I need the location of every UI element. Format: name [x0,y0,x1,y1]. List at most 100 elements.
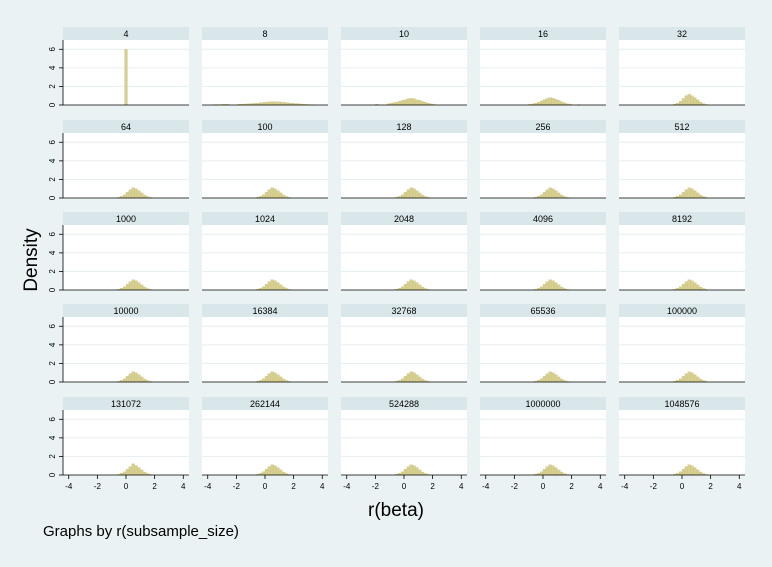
histogram-bar [279,376,283,383]
panel-title: 1000 [116,214,136,224]
histogram-bar [406,373,410,383]
panel-title: 4096 [533,214,553,224]
histogram-bar [137,374,141,383]
panel-header [619,304,745,317]
panel-header [341,304,467,317]
histogram-bar [560,194,564,199]
histogram-bar [418,192,422,199]
histogram-bar [537,102,541,106]
panel-plot-area [63,410,189,475]
histogram-bar [409,464,413,476]
histogram-bar [560,286,564,291]
histogram-bar [681,376,686,383]
x-tick-label: 0 [124,482,129,491]
histogram-bar [122,286,127,291]
histogram-bar [542,284,547,291]
histogram-bar [143,194,147,199]
histogram-bar [699,286,703,291]
panel-header [63,304,189,317]
histogram-bar [403,376,408,383]
histogram-bar [406,189,410,199]
histogram-bar [267,189,271,199]
panel-header [480,27,606,40]
histogram-bar [560,471,564,476]
histogram-bar [131,279,135,291]
histogram-bar [687,187,691,199]
panel-header [619,27,745,40]
histogram-bar [678,471,683,476]
histogram-bar [693,282,697,291]
histogram-bar [554,467,558,476]
panel-header [619,120,745,133]
x-tick-label: 0 [680,482,685,491]
panel-title: 1024 [255,214,275,224]
histogram-bar [270,371,274,383]
histogram-bar [415,99,419,106]
histogram-bar [409,279,413,291]
panel-title: 262144 [250,399,280,409]
x-tick-label: 2 [291,482,296,491]
histogram-bar [539,471,544,476]
graphs-by-note: Graphs by r(subsample_size) [43,523,239,540]
histogram-bar [539,194,544,199]
histogram-bar [678,286,683,291]
histogram-bar [542,376,547,383]
x-tick-label: -4 [65,482,73,491]
panel-plot-area [480,133,606,198]
histogram-bar [681,192,686,199]
panel-plot-area [619,410,745,475]
histogram-bar [272,101,277,106]
histogram-bar [687,94,691,106]
histogram-bar [128,466,132,476]
histogram-bar [140,469,144,476]
histogram-bar [418,100,422,106]
y-tick-label: 6 [48,324,57,329]
x-tick-label: 2 [569,482,574,491]
histogram-bar [140,376,144,383]
histogram-bar [681,469,686,476]
histogram-bar [415,467,419,476]
histogram-bar [684,189,688,199]
panel-title: 256 [535,122,550,132]
panel-header [341,212,467,225]
histogram-bar [270,464,274,476]
panel-plot-area [341,410,467,475]
histogram-bar [264,192,269,199]
histogram-bar [128,281,132,291]
y-tick-label: 0 [48,102,57,107]
y-tick-label: 4 [48,158,57,163]
x-tick-label: -2 [650,482,658,491]
histogram-bar [418,376,422,383]
y-tick-label: 0 [48,287,57,292]
histogram-bar [403,99,408,106]
histogram-bar [273,188,277,199]
y-tick-label: 2 [48,177,57,182]
panel-plot-area [341,40,467,105]
panel: 262144 -4 -2 0 2 4 [202,397,328,491]
histogram-bar [137,467,141,476]
histogram-bar [421,194,425,199]
panel-title: 131072 [111,399,141,409]
panel-title: 1048576 [664,399,699,409]
histogram-bar [684,281,688,291]
histogram-bar [554,282,558,291]
panel-plot-area [63,317,189,382]
histogram-bar [134,280,138,291]
histogram-bar [267,466,271,476]
histogram-bar [398,101,402,106]
histogram-bar [554,190,558,199]
histogram-bar [418,284,422,291]
panel-header [63,397,189,410]
histogram-bar [261,194,266,199]
panel-title: 8 [262,29,267,39]
histogram-bar [551,97,555,106]
histogram-bar [690,465,694,476]
y-tick-label: 2 [48,269,57,274]
panel-header [202,212,328,225]
histogram-bar [137,190,141,199]
x-tick-label: 0 [541,482,546,491]
histogram-bar [264,376,269,383]
y-tick-label: 4 [48,65,57,70]
histogram-bar [696,192,700,199]
histogram-bar [548,464,552,476]
